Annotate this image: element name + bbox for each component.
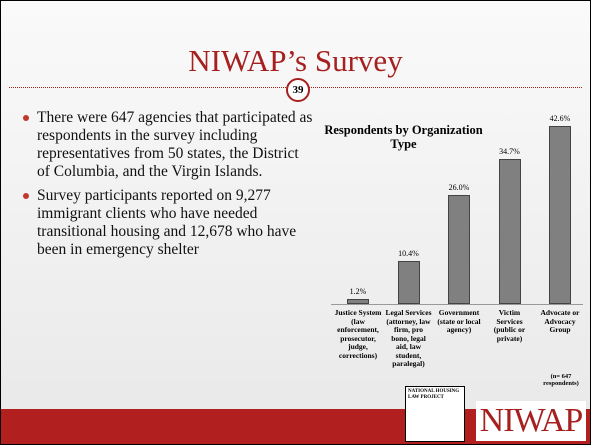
value-label: 26.0% bbox=[448, 183, 470, 193]
category-label: Victim Services (public or private) bbox=[493, 308, 526, 343]
category-label: Legal Services (attorney, law firm, pro … bbox=[385, 308, 432, 368]
value-label: 42.6% bbox=[549, 114, 571, 124]
value-label: 1.2% bbox=[349, 286, 367, 296]
chart: Respondents by Organization Type (n= 647… bbox=[321, 111, 586, 406]
annotation: (n= 647 respondents) bbox=[543, 373, 579, 387]
category-label: Government (state or local agency) bbox=[437, 308, 481, 334]
bar bbox=[448, 195, 470, 304]
category-label: Advocate or Advocacy Group bbox=[540, 308, 580, 334]
page-number: 39 bbox=[286, 78, 310, 102]
niwap-logo: NIWAP bbox=[476, 401, 586, 441]
bar bbox=[498, 159, 521, 304]
chart-title: Respondents by Organization Type bbox=[324, 123, 483, 151]
bullet-list: There were 647 agencies that participate… bbox=[23, 109, 313, 265]
slide-title: NIWAP’s Survey bbox=[188, 43, 403, 78]
bullet: There were 647 agencies that participate… bbox=[23, 109, 313, 181]
bar bbox=[549, 126, 571, 304]
bar bbox=[347, 298, 369, 304]
baseline bbox=[331, 304, 583, 305]
value-label: 34.7% bbox=[499, 147, 520, 157]
bullet: Survey participants reported on 9,277 im… bbox=[23, 187, 313, 259]
bar bbox=[397, 260, 420, 304]
category-label: Justice System (law enforcement, prosecu… bbox=[334, 308, 382, 360]
housing-logo: NATIONAL HOUSING LAW PROJECT bbox=[405, 386, 465, 442]
value-label: 10.4% bbox=[398, 248, 419, 258]
